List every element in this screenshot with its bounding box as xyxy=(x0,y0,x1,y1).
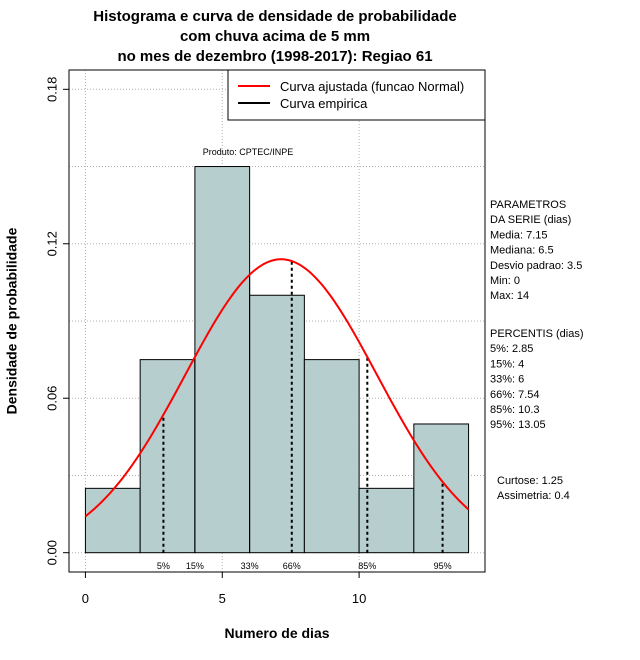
y-tick-label: 0.06 xyxy=(44,386,59,411)
legend-label: Curva empirica xyxy=(280,96,368,111)
percentis-line: 15%: 4 xyxy=(490,358,524,370)
legend-label: Curva ajustada (funcao Normal) xyxy=(280,79,464,94)
parametros-line: Mediana: 6.5 xyxy=(490,245,554,257)
percentile-label: 66% xyxy=(283,561,301,571)
histogram-bar xyxy=(303,359,360,554)
legend: Curva ajustada (funcao Normal) Curva empi… xyxy=(227,69,486,121)
percentile-label: 85% xyxy=(358,561,376,571)
stats-line: Assimetria: 0.4 xyxy=(497,490,570,502)
credit: Produto: CPTEC/INPE xyxy=(203,147,294,157)
x-tick-label: 5 xyxy=(219,591,226,606)
credit-text: Produto: CPTEC/INPE xyxy=(203,147,294,157)
stats-line: Curtose: 1.25 xyxy=(497,475,563,487)
histogram-bar xyxy=(139,359,196,554)
histogram-bar xyxy=(194,166,251,554)
title-line: Histograma e curva de densidade de proba… xyxy=(93,8,456,25)
legend-box xyxy=(227,69,486,121)
histogram-bar xyxy=(84,487,141,554)
y-tick-label: 0.12 xyxy=(44,231,59,256)
percentis-line: PERCENTIS (dias) xyxy=(490,328,584,340)
parametros-line: Max: 14 xyxy=(490,290,529,302)
parametros-line: PARAMETROS xyxy=(490,199,566,211)
percentis-line: 33%: 6 xyxy=(490,374,524,386)
parametros-line: DA SERIE (dias) xyxy=(490,214,571,226)
histogram-bar xyxy=(413,423,470,554)
chart-title: Histograma e curva de densidade de proba… xyxy=(93,8,456,65)
y-tick-label: 0.18 xyxy=(44,77,59,102)
axes: 0 5 10 0.00 0.06 0.12 0.18 Numero de dias Densid… xyxy=(4,77,367,641)
percentile-label: 5% xyxy=(157,561,170,571)
title-line: com chuva acima de 5 mm xyxy=(180,28,370,45)
normal-curve-line xyxy=(84,258,470,518)
title-line: no mes de dezembro (1998-2017): Regiao 6… xyxy=(117,48,432,65)
percentile-label: 15% xyxy=(186,561,204,571)
percentis-line: 85%: 10.3 xyxy=(490,404,540,416)
normal-curve xyxy=(84,258,470,518)
percentile-lines: 5% 15% 33% 66% 85% 95% xyxy=(157,261,452,571)
side-panel: PARAMETROS DA SERIE (dias) Media: 7.15 Me… xyxy=(490,199,584,502)
parametros-line: Desvio padrao: 3.5 xyxy=(490,260,582,272)
percentile-label: 33% xyxy=(241,561,259,571)
x-tick-label: 10 xyxy=(352,591,366,606)
percentile-label: 95% xyxy=(434,561,452,571)
parametros-line: Min: 0 xyxy=(490,275,520,287)
histogram-bars xyxy=(84,166,470,554)
y-axis-label: Densidade de probabilidade xyxy=(4,227,20,414)
percentis-line: 5%: 2.85 xyxy=(490,343,533,355)
x-tick-label: 0 xyxy=(82,591,89,606)
percentis-line: 66%: 7.54 xyxy=(490,389,540,401)
y-tick-label: 0.00 xyxy=(44,540,59,565)
parametros-line: Media: 7.15 xyxy=(490,229,547,241)
x-axis-label: Numero de dias xyxy=(224,625,329,641)
percentis-line: 95%: 13.05 xyxy=(490,419,546,431)
histogram-bar xyxy=(249,294,305,554)
